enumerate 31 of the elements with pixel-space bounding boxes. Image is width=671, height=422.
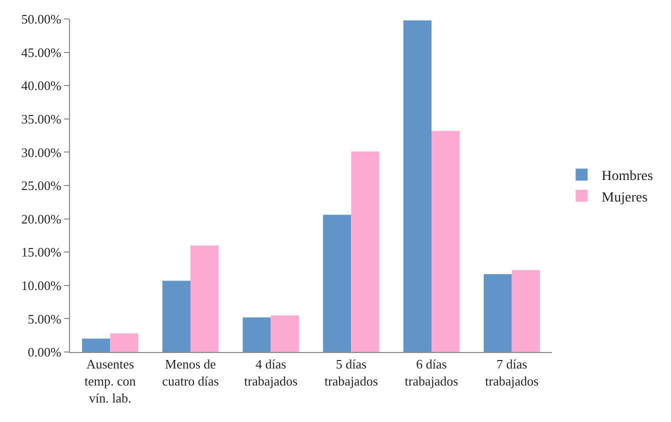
legend-label: Mujeres [602, 190, 648, 206]
x-tick-label: 5 días trabajados [324, 356, 378, 388]
bar [110, 333, 138, 352]
y-tick-label: 15.00% [21, 244, 62, 260]
y-tick-label: 10.00% [21, 278, 62, 293]
x-tick-label: 6 días trabajados [404, 356, 458, 388]
y-tick-label: 20.00% [21, 211, 62, 226]
bar [432, 130, 460, 352]
x-tick-label: 7 días trabajados [485, 356, 539, 388]
bar [512, 270, 540, 352]
bar [484, 274, 512, 352]
legend-label: Hombres [602, 169, 653, 184]
y-tick-label: 40.00% [21, 78, 62, 94]
bar [270, 315, 299, 352]
y-tick-label: 35.00% [21, 111, 62, 126]
bar [82, 338, 110, 352]
bar [162, 280, 190, 352]
bar [351, 152, 380, 352]
bar [403, 20, 432, 352]
bar [242, 317, 271, 352]
x-tick-label: Ausentes temp. con vín. lab. [84, 356, 136, 406]
y-tick-label: 5.00% [28, 311, 62, 326]
y-tick-label: 45.00% [21, 44, 62, 60]
y-tick-label: 0.00% [28, 344, 62, 360]
x-tick-label: Menos de cuatro días [162, 356, 219, 388]
x-tick-label: 4 días trabajados [244, 356, 298, 388]
bar [323, 214, 352, 352]
y-tick-label: 30.00% [21, 144, 62, 160]
y-tick-label: 50.00% [21, 12, 62, 27]
y-tick-label: 25.00% [21, 178, 62, 194]
bar [190, 245, 219, 352]
